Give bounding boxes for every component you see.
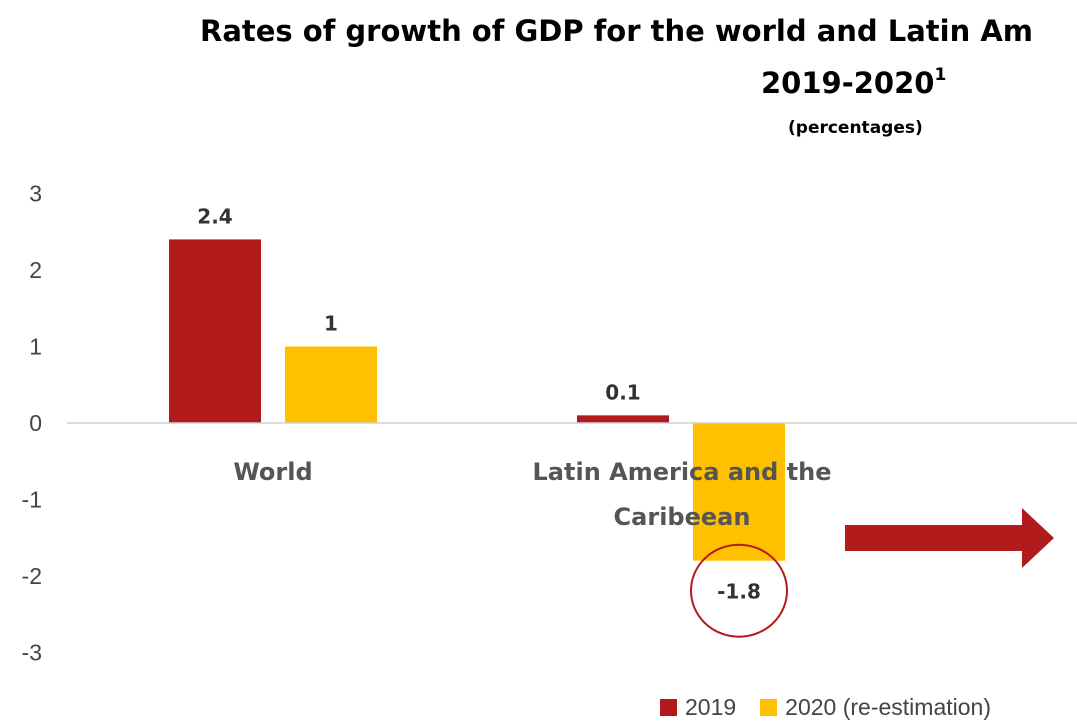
legend: 2019 2020 (re-estimation): [660, 694, 1015, 721]
category-label: World: [233, 458, 312, 486]
bar-2019-1: [577, 415, 669, 423]
legend-label-2020: 2020 (re-estimation): [785, 694, 991, 720]
chart-title-footnote-mark: 1: [934, 65, 947, 86]
legend-item-2020: 2020 (re-estimation): [760, 694, 991, 721]
bar-2019-0: [169, 239, 261, 423]
y-tick-label: -3: [22, 640, 42, 666]
legend-swatch-2020: [760, 699, 778, 716]
legend-swatch-2019: [660, 699, 677, 716]
data-label: 1: [324, 312, 338, 336]
data-label: 0.1: [605, 380, 640, 404]
y-tick-label: -2: [22, 563, 42, 589]
data-label: 2.4: [197, 204, 232, 228]
highlight-circle: [690, 543, 788, 638]
legend-label-2019: 2019: [685, 694, 737, 720]
y-tick-label: 2: [29, 257, 42, 283]
bar-2020-1: [693, 423, 785, 561]
data-label: -1.8: [717, 580, 761, 604]
y-tick-label: -1: [22, 487, 42, 513]
bar-2020-0: [285, 346, 377, 423]
category-label: Caribeean: [614, 503, 751, 531]
chart-subtitle: (percentages): [788, 118, 923, 138]
y-tick-label: 3: [29, 181, 42, 207]
y-tick-label: 1: [29, 334, 42, 360]
chart-title-years: 2019-20201: [761, 66, 946, 100]
chart-title-years-text: 2019-2020: [761, 66, 935, 100]
chart-title: Rates of growth of GDP for the world and…: [200, 14, 1034, 48]
category-label: Latin America and the: [533, 458, 832, 486]
arrow-right-icon: [845, 508, 1054, 568]
legend-item-2019: 2019: [660, 694, 736, 721]
y-tick-label: 0: [29, 410, 42, 436]
